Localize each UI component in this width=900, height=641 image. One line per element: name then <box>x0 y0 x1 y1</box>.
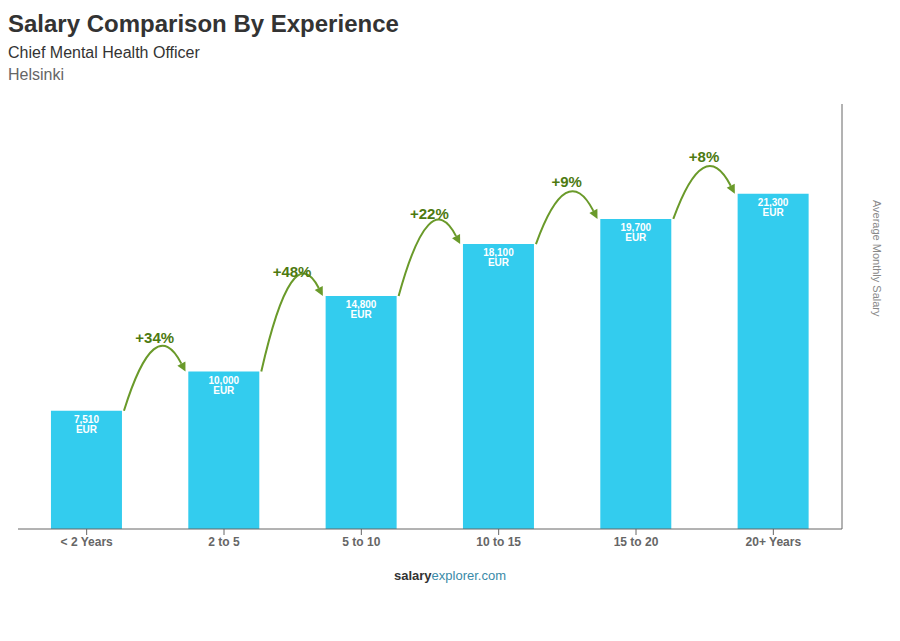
svg-text:+48%: +48% <box>273 263 312 280</box>
svg-text:2 to 5: 2 to 5 <box>208 535 240 549</box>
svg-text:10,000EUR: 10,000EUR <box>208 375 239 396</box>
html-text:Chief Mental Health Officer: Chief Mental Health Officer <box>8 44 200 61</box>
html-text:Helsinki: Helsinki <box>8 66 64 83</box>
svg-text:+22%: +22% <box>410 205 449 222</box>
html-text:Salary Comparison By Experienc: Salary Comparison By Experience <box>8 10 399 37</box>
svg-text:+34%: +34% <box>135 329 174 346</box>
svg-text:5 to 10: 5 to 10 <box>342 535 380 549</box>
svg-text:+9%: +9% <box>552 173 582 190</box>
svg-text:10 to 15: 10 to 15 <box>476 535 521 549</box>
svg-text:Average Monthly Salary: Average Monthly Salary <box>871 200 883 317</box>
svg-text:7,510EUR: 7,510EUR <box>74 414 99 435</box>
svg-text:14,800EUR: 14,800EUR <box>346 299 377 320</box>
svg-text:21,300EUR: 21,300EUR <box>758 197 789 218</box>
svg-text:15 to 20: 15 to 20 <box>614 535 659 549</box>
html-text:salary explorer.com: salary explorer.com <box>394 568 506 583</box>
svg-text:18,100EUR: 18,100EUR <box>483 247 514 268</box>
svg-text:< 2 Years: < 2 Years <box>61 535 113 549</box>
svg-text:20+ Years: 20+ Years <box>746 535 802 549</box>
svg-text:+8%: +8% <box>689 148 719 165</box>
svg-text:19,700EUR: 19,700EUR <box>620 222 651 243</box>
